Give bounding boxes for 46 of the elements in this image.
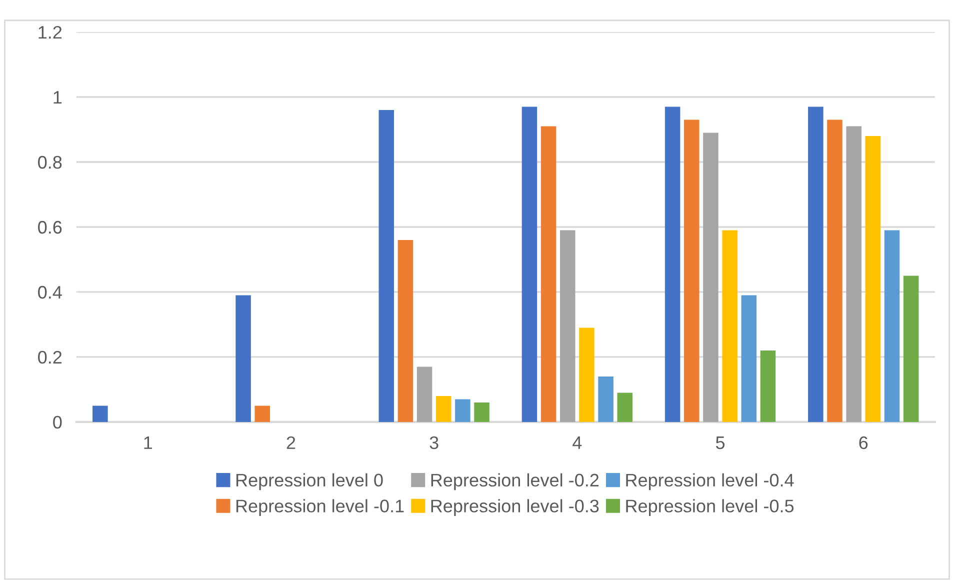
bar	[903, 276, 919, 422]
x-tick-label: 1	[144, 436, 152, 449]
bar	[865, 136, 881, 422]
legend-label: Repression level -0.1	[236, 499, 404, 516]
bar	[579, 328, 594, 422]
bar	[827, 120, 842, 422]
bar	[474, 402, 490, 422]
bar	[398, 240, 414, 422]
bar	[741, 295, 757, 422]
bar	[236, 295, 251, 422]
bar	[416, 366, 432, 422]
y-tick-label: 1	[54, 91, 62, 104]
bar	[664, 106, 680, 422]
legend-label: Repression level -0.2	[431, 473, 599, 490]
bar	[560, 230, 576, 422]
y-tick-label: 0.2	[38, 350, 62, 364]
x-tick-label: 4	[572, 436, 582, 449]
legend-label: Repression level -0.3	[431, 499, 599, 516]
bar	[722, 230, 738, 422]
bar	[598, 376, 614, 422]
bar	[436, 396, 452, 422]
x-tick-label: 3	[430, 436, 438, 450]
bar	[254, 406, 270, 422]
bar	[378, 110, 394, 422]
y-tick-label: 0.4	[38, 286, 62, 299]
x-tick-label: 6	[859, 436, 868, 450]
bar	[884, 230, 900, 422]
bar	[455, 399, 470, 422]
bar	[760, 350, 776, 422]
y-tick-label: 0.8	[38, 156, 62, 169]
bar	[617, 392, 632, 422]
legend-label: Repression level -0.5	[626, 499, 794, 516]
bar	[522, 106, 538, 422]
x-tick-label: 5	[716, 436, 725, 450]
bar	[846, 126, 862, 422]
legend-label: Repression level 0	[236, 473, 383, 490]
y-tick-label: 0.6	[38, 220, 62, 234]
bar	[540, 126, 556, 422]
y-tick-label: 1.2	[38, 26, 62, 39]
legend-label: Repression level -0.4	[626, 473, 794, 490]
bar	[92, 406, 108, 422]
bar	[808, 106, 824, 422]
bar	[703, 132, 718, 422]
bar	[684, 120, 700, 422]
x-tick-label: 2	[286, 436, 296, 449]
y-tick-label: 0	[53, 416, 62, 429]
